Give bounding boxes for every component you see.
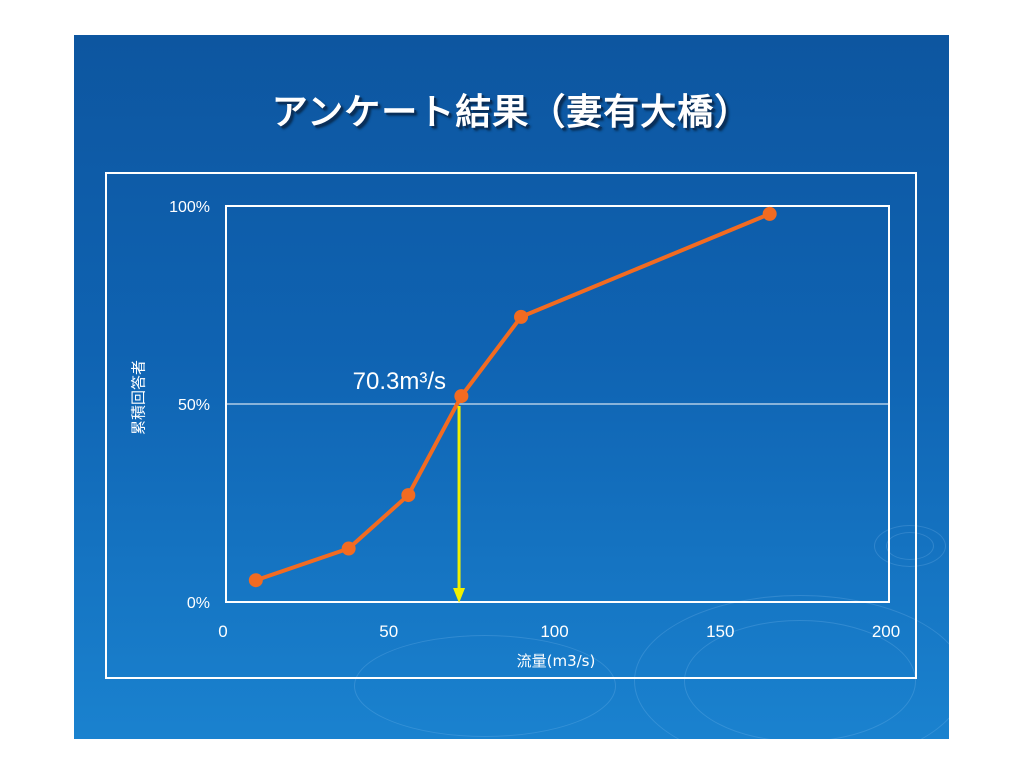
x-tick-label: 200 xyxy=(872,622,900,641)
y-tick-label: 100% xyxy=(169,199,210,216)
data-point xyxy=(248,573,263,588)
x-axis-title: 流量(m3/s) xyxy=(517,652,596,670)
annotation-label: 70.3m³/s xyxy=(353,368,446,395)
x-tick-label: 0 xyxy=(218,622,227,641)
ripple-decoration xyxy=(684,620,916,739)
slide-title: アンケート結果（妻有大橋） xyxy=(271,92,752,133)
x-tick-label: 150 xyxy=(706,622,734,641)
y-tick-label: 0% xyxy=(187,595,210,612)
chart-frame xyxy=(105,172,917,679)
x-tick-label: 50 xyxy=(379,622,398,641)
ripple-decoration xyxy=(886,532,934,560)
data-point xyxy=(514,309,529,324)
data-point xyxy=(762,206,777,221)
annotation-arrow-head xyxy=(453,588,466,603)
y-axis-title: 累積回答者 xyxy=(129,359,148,435)
y-tick-label: 50% xyxy=(178,397,210,414)
ripple-decoration xyxy=(354,635,616,737)
data-point xyxy=(401,488,416,503)
ripple-decoration xyxy=(874,525,946,567)
data-point xyxy=(454,389,469,404)
slide: アンケート結果（妻有大橋） xyxy=(74,35,949,739)
plot-area: 0% 50% 100% 0 50 100 150 200 流量(m3/s) 70.3m³/s xyxy=(169,199,900,670)
data-point xyxy=(341,541,356,556)
series-line xyxy=(255,212,771,583)
x-tick-label: 100 xyxy=(540,622,568,641)
